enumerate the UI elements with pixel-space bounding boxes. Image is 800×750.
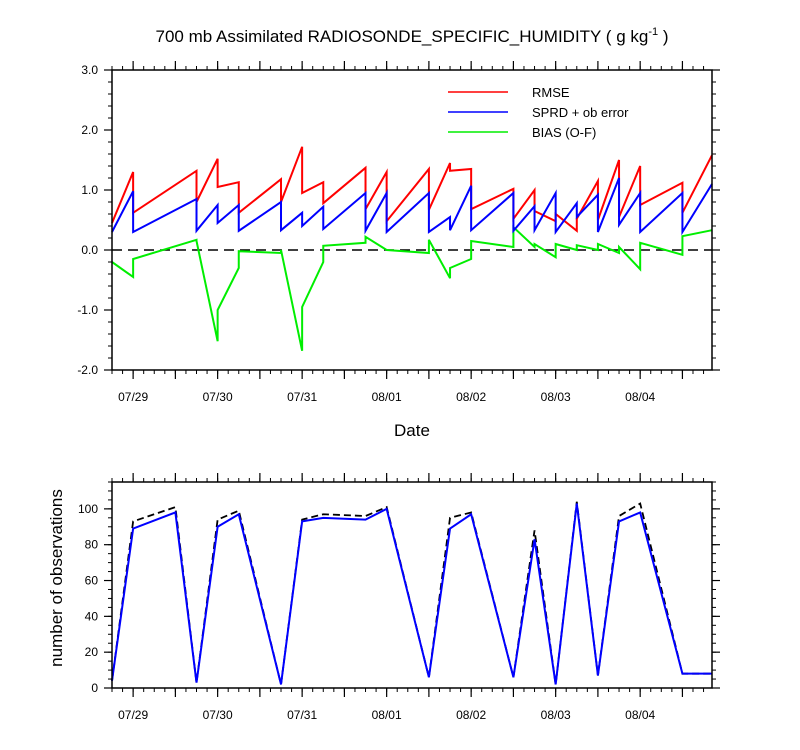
bottom-axes-frame: [111, 481, 713, 689]
x-tick-label: 07/29: [118, 390, 148, 404]
x-tick-label: 08/04: [625, 708, 655, 722]
y-tick-label: 2.0: [81, 123, 98, 137]
x-tick-label: 08/01: [372, 708, 402, 722]
chart-title-main: 700 mb Assimilated RADIOSONDE_SPECIFIC_H…: [156, 27, 649, 46]
x-tick-label: 08/04: [625, 390, 655, 404]
plot-frame: [111, 69, 713, 371]
top-axes-frame: [111, 69, 713, 371]
x-tick-label: 07/31: [287, 708, 317, 722]
x-tick-label: 08/03: [541, 708, 571, 722]
y-tick-label: -2.0: [77, 363, 98, 377]
y-tick-label: 0.0: [81, 243, 98, 257]
bottom-ticks-layer: 0 20 40 60 80 100 07/29 07/30 07/31 08/01 08/02 08/…: [78, 473, 720, 722]
y-tick-label: 100: [78, 502, 98, 516]
x-tick-label: 08/03: [541, 390, 571, 404]
x-tick-label: 07/30: [203, 708, 233, 722]
top-ticks-layer: -2.0 -1.0 0.0 1.0 2.0 3.0 07/29 07/30 07/31 08/01…: [77, 61, 720, 404]
top-x-axis-label: Date: [394, 421, 430, 440]
y-tick-label: -1.0: [77, 303, 98, 317]
legend-label: SPRD + ob error: [532, 105, 629, 120]
top-legend: RMSE SPRD + ob error BIAS (O-F): [448, 85, 629, 140]
top-chart-panel: -2.0 -1.0 0.0 1.0 2.0 3.0 07/29 07/30 07/31 08/01…: [77, 61, 720, 440]
y-tick-label: 3.0: [81, 63, 98, 77]
bottom-y-axis-label: number of observations: [47, 489, 66, 667]
bottom-series-layer: [111, 501, 712, 685]
chart-title-superscript: -1: [648, 26, 658, 38]
y-tick-label: 40: [85, 609, 99, 623]
x-tick-label: 08/02: [456, 390, 486, 404]
chart-title: 700 mb Assimilated RADIOSONDE_SPECIFIC_H…: [156, 26, 669, 46]
plot-frame: [111, 481, 713, 689]
x-tick-label: 07/29: [118, 708, 148, 722]
series-line-bias-o-f: [111, 224, 713, 352]
y-tick-label: 0: [91, 681, 98, 695]
x-tick-label: 07/31: [287, 390, 317, 404]
bottom-chart-panel: 0 20 40 60 80 100 07/29 07/30 07/31 08/01 08/02 08/…: [47, 473, 720, 722]
x-tick-label: 07/30: [203, 390, 233, 404]
series-line-sprd-ob-error: [111, 177, 713, 236]
series-line-assimilated: [111, 503, 712, 685]
series-line-rmse: [111, 146, 713, 233]
y-tick-label: 1.0: [81, 183, 98, 197]
x-tick-label: 08/02: [456, 708, 486, 722]
legend-label: RMSE: [532, 85, 570, 100]
x-tick-label: 08/01: [372, 390, 402, 404]
legend-label: BIAS (O-F): [532, 125, 596, 140]
series-line-possible: [111, 501, 712, 685]
chart-title-close: ): [658, 27, 668, 46]
y-tick-label: 60: [85, 574, 99, 588]
y-tick-label: 80: [85, 538, 99, 552]
top-series-layer: [111, 146, 713, 352]
y-tick-label: 20: [85, 645, 99, 659]
